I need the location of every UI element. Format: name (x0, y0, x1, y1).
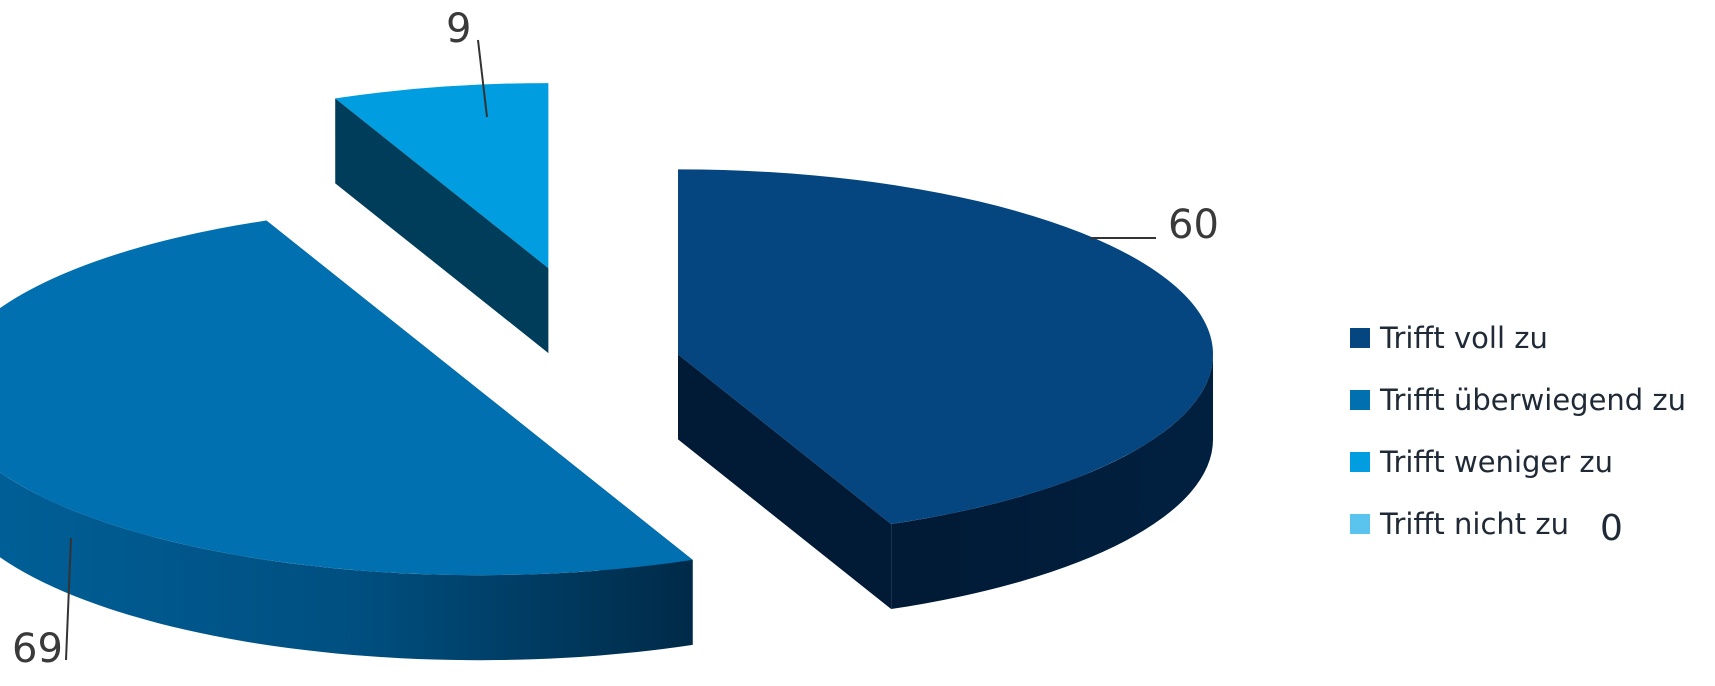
pie-slice-top (0, 220, 693, 576)
legend-entry-trifft-voll-zu: Trifft voll zu (1350, 321, 1548, 355)
data-label-9: 9 (446, 6, 471, 52)
data-label-69: 69 (12, 626, 63, 672)
pie-slice-side (0, 472, 693, 661)
legend-entry-trifft-weniger-zu: Trifft weniger zu (1350, 445, 1613, 479)
leader-line-9 (477, 39, 488, 118)
legend-swatch-trifft-ueberwiegend-zu (1350, 390, 1370, 410)
legend: Trifft voll zu Trifft überwiegend zu Tri… (1350, 321, 1686, 549)
leader-line-60-b (1089, 237, 1093, 240)
legend-label-trifft-voll-zu: Trifft voll zu (1379, 321, 1548, 355)
legend-label-trifft-nicht-zu: Trifft nicht zu (1379, 507, 1569, 541)
legend-swatch-trifft-voll-zu (1350, 328, 1370, 348)
data-label-0: 0 (1600, 508, 1623, 549)
legend-entry-trifft-nicht-zu: Trifft nicht zu 0 (1350, 507, 1623, 549)
pie-slice-trifft-weniger-zu (335, 83, 549, 354)
pie-slice-side (891, 354, 1214, 610)
pie-slice-trifft-voll-zu (678, 169, 1214, 610)
legend-entry-trifft-ueberwiegend-zu: Trifft überwiegend zu (1350, 383, 1686, 417)
pie-slices (0, 83, 1214, 661)
legend-swatch-trifft-nicht-zu (1350, 514, 1370, 534)
legend-swatch-trifft-weniger-zu (1350, 452, 1370, 472)
data-label-60: 60 (1168, 202, 1219, 248)
pie-slice-top (335, 83, 549, 269)
leader-lines (65, 39, 1156, 661)
leader-line-69 (65, 537, 72, 661)
legend-label-trifft-weniger-zu: Trifft weniger zu (1379, 445, 1613, 479)
pie-slice-wall (335, 98, 549, 354)
pie-slice-top (678, 169, 1214, 525)
pie-slice-trifft-berwiegend-zu (0, 220, 693, 661)
legend-label-trifft-ueberwiegend-zu: Trifft überwiegend zu (1379, 383, 1686, 417)
pie-slice-wall (678, 354, 892, 610)
